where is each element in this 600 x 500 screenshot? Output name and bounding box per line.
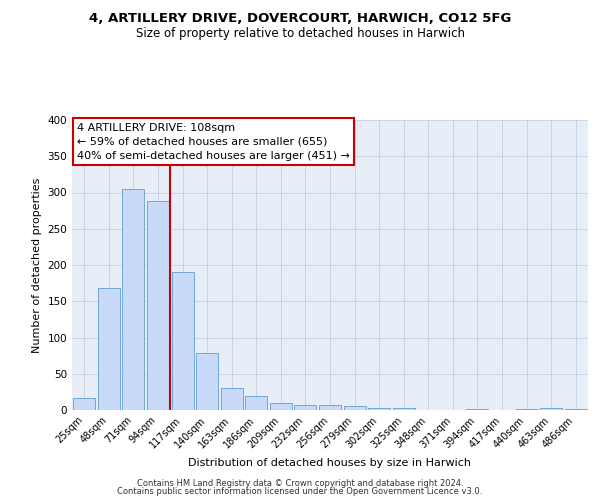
Bar xyxy=(344,406,365,410)
Bar xyxy=(73,398,95,410)
Bar xyxy=(98,288,120,410)
Y-axis label: Number of detached properties: Number of detached properties xyxy=(32,178,42,352)
Bar xyxy=(245,396,268,410)
Bar xyxy=(466,408,488,410)
Text: Contains public sector information licensed under the Open Government Licence v3: Contains public sector information licen… xyxy=(118,487,482,496)
Text: Size of property relative to detached houses in Harwich: Size of property relative to detached ho… xyxy=(136,28,464,40)
Bar xyxy=(540,408,562,410)
Bar xyxy=(122,189,145,410)
X-axis label: Distribution of detached houses by size in Harwich: Distribution of detached houses by size … xyxy=(188,458,472,468)
Text: 4, ARTILLERY DRIVE, DOVERCOURT, HARWICH, CO12 5FG: 4, ARTILLERY DRIVE, DOVERCOURT, HARWICH,… xyxy=(89,12,511,26)
Text: 4 ARTILLERY DRIVE: 108sqm
← 59% of detached houses are smaller (655)
40% of semi: 4 ARTILLERY DRIVE: 108sqm ← 59% of detac… xyxy=(77,123,350,161)
Bar xyxy=(392,408,415,410)
Bar xyxy=(295,405,316,410)
Bar xyxy=(565,408,587,410)
Bar xyxy=(319,405,341,410)
Bar xyxy=(270,403,292,410)
Text: Contains HM Land Registry data © Crown copyright and database right 2024.: Contains HM Land Registry data © Crown c… xyxy=(137,478,463,488)
Bar xyxy=(368,408,390,410)
Bar xyxy=(172,272,194,410)
Bar xyxy=(221,388,243,410)
Bar xyxy=(147,201,169,410)
Bar xyxy=(196,352,218,410)
